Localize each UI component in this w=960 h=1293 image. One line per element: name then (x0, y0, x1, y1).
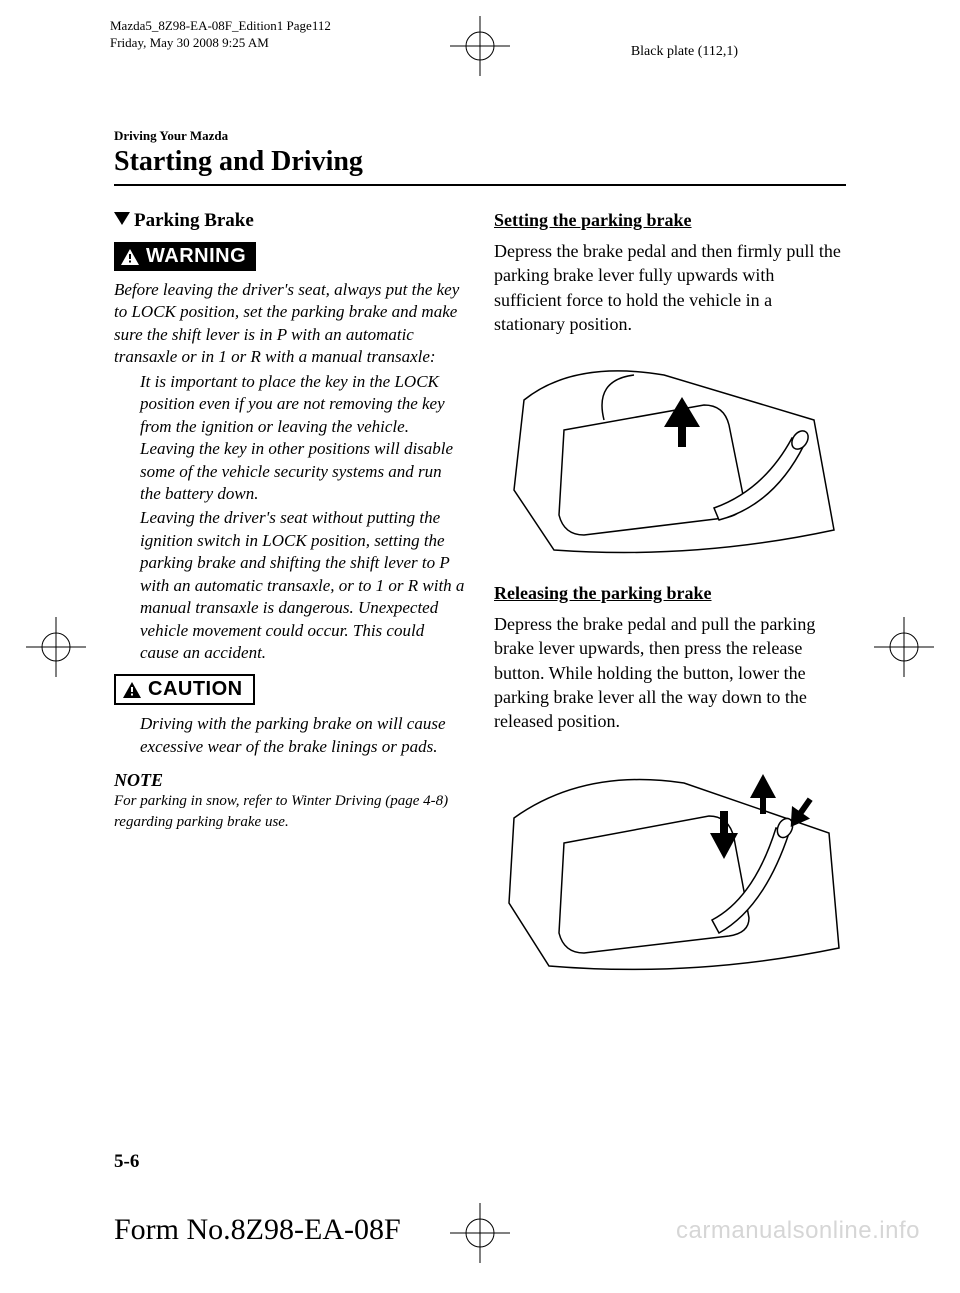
caution-body: Driving with the parking brake on will c… (114, 713, 466, 758)
section-title: Starting and Driving (114, 146, 846, 178)
page-content: Driving Your Mazda Starting and Driving … (114, 128, 846, 1001)
warning-icon (120, 248, 140, 266)
doc-meta: Mazda5_8Z98-EA-08F_Edition1 Page112 Frid… (110, 18, 331, 52)
form-number: Form No.8Z98-EA-08F (114, 1213, 401, 1247)
caution-badge: CAUTION (114, 674, 255, 705)
setting-illustration (494, 350, 846, 565)
running-head: Driving Your Mazda (114, 128, 846, 144)
page-number: 5-6 (114, 1151, 139, 1173)
warning-para-1: It is important to place the key in the … (114, 371, 466, 506)
releasing-body: Depress the brake pedal and pull the par… (494, 612, 846, 733)
note-heading: NOTE (114, 770, 466, 791)
title-rule (114, 184, 846, 186)
doc-meta-line1: Mazda5_8Z98-EA-08F_Edition1 Page112 (110, 18, 331, 35)
watermark: carmanualsonline.info (676, 1217, 920, 1245)
caution-label: CAUTION (148, 678, 243, 701)
crop-mark-left (26, 607, 86, 687)
doc-meta-line2: Friday, May 30 2008 9:25 AM (110, 35, 331, 52)
left-column: Parking Brake WARNING Before leaving the… (114, 210, 466, 1001)
warning-badge: WARNING (114, 242, 256, 271)
crop-mark-top (440, 16, 520, 76)
warning-label: WARNING (146, 245, 246, 268)
plate-label: Black plate (112,1) (631, 44, 738, 60)
caution-icon (122, 681, 142, 699)
subsection-label: Parking Brake (134, 210, 254, 231)
releasing-heading: Releasing the parking brake (494, 583, 846, 604)
warning-para-2: Leaving the driver's seat without puttin… (114, 507, 466, 664)
note-body: For parking in snow, refer to Winter Dri… (114, 791, 466, 832)
subsection-heading: Parking Brake (114, 210, 466, 232)
setting-heading: Setting the parking brake (494, 210, 846, 231)
releasing-illustration (494, 748, 846, 983)
warning-lead: Before leaving the driver's seat, always… (114, 279, 466, 369)
crop-mark-bottom (440, 1203, 520, 1263)
crop-mark-right (874, 607, 934, 687)
right-column: Setting the parking brake Depress the br… (494, 210, 846, 1001)
down-triangle-icon (114, 212, 130, 225)
setting-body: Depress the brake pedal and then firmly … (494, 239, 846, 336)
